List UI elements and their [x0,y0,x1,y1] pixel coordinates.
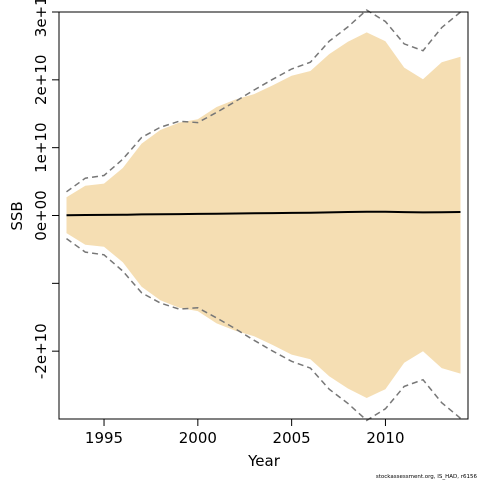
x-axis-title: Year [247,452,281,470]
y-tick-label: -2e+10 [32,323,50,379]
y-axis: 3e+10 2e+10 1e+10 0e+00 -2e+10 [32,0,59,379]
x-tick-label: 2000 [179,429,217,447]
confidence-band [66,32,461,399]
x-tick-label: 1995 [85,429,123,447]
lower-dashed-line [66,237,461,422]
ssb-median-line [66,210,461,217]
x-axis: 1995 2000 2005 2010 [85,419,405,447]
x-tick-label: 2010 [366,429,404,447]
series-layer [66,9,461,422]
credit-note: stockassessment.org, IS_HAD, r6156 [376,474,478,480]
y-tick-label: 3e+10 [32,0,50,37]
y-tick-label: 1e+10 [32,122,50,172]
y-tick-label: 0e+00 [32,190,50,240]
y-tick-label: 2e+10 [32,55,50,105]
x-tick-label: 2005 [273,429,311,447]
y-axis-title: SSB [8,201,26,230]
upper-dashed-line [66,9,461,193]
